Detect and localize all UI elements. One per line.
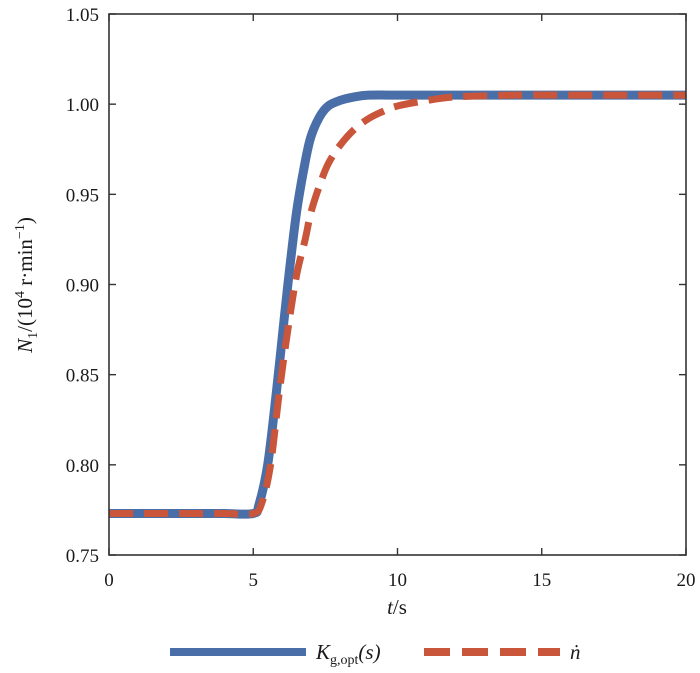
y-tick-label: 0.85 xyxy=(66,366,99,387)
x-tick-label: 5 xyxy=(249,570,259,591)
legend-label-ndot: ṅ xyxy=(570,640,581,664)
y-axis-unit-middle: r·min xyxy=(13,239,37,291)
plot-area: 0 5 10 15 20 0.75 0.80 0.85 0.90 0.95 1.00 1.05 xyxy=(66,5,696,591)
x-tick-label: 0 xyxy=(104,570,114,591)
y-axis-unit-suffix: ) xyxy=(13,217,37,224)
series-line-ndot xyxy=(109,91,686,518)
y-tick-label: 1.05 xyxy=(66,5,99,26)
y-axis-unit-prefix: /(10 xyxy=(13,298,37,332)
legend-kgopt-argument: (s) xyxy=(358,640,380,664)
y-axis-variable: N xyxy=(13,338,37,354)
y-tick-label: 0.95 xyxy=(66,185,99,206)
y-tick-label: 1.00 xyxy=(66,95,99,116)
x-tick-label: 10 xyxy=(388,570,407,591)
series-layer xyxy=(109,90,686,519)
x-axis-ticks: 0 5 10 15 20 xyxy=(104,14,696,591)
y-tick-label: 0.75 xyxy=(66,546,99,567)
y-tick-label: 0.90 xyxy=(66,276,99,297)
y-axis-unit-exponent-2: −1 xyxy=(13,224,28,239)
x-axis-unit: /s xyxy=(393,595,407,619)
legend-label-kgopt: Kg,opt(s) xyxy=(315,640,381,668)
y-axis-variable-subscript: 1 xyxy=(26,332,41,339)
x-tick-label: 20 xyxy=(677,570,696,591)
y-axis-unit-exponent: 4 xyxy=(13,291,28,298)
series-line-kgopt xyxy=(109,90,686,519)
legend-kgopt-symbol: K xyxy=(315,640,331,664)
x-axis-variable: t xyxy=(387,595,394,619)
y-axis-title: N1/(104 r·min−1) xyxy=(13,217,41,354)
legend: Kg,opt(s) ṅ xyxy=(170,640,581,668)
y-axis-ticks: 0.75 0.80 0.85 0.90 0.95 1.00 1.05 xyxy=(66,5,686,567)
y-tick-label: 0.80 xyxy=(66,456,99,477)
legend-kgopt-subscript: g,opt xyxy=(330,653,359,668)
x-tick-label: 15 xyxy=(532,570,551,591)
x-axis-title: t/s xyxy=(387,595,407,619)
